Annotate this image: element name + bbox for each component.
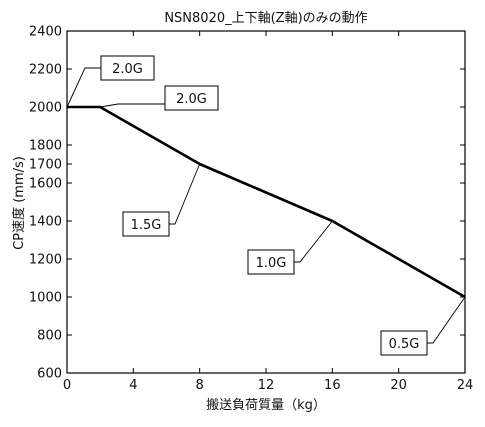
annotation-label: 1.0G [256, 256, 287, 271]
annotation-label: 2.0G [176, 92, 207, 107]
annotation-box [380, 330, 428, 356]
y-tick-label: 2000 [29, 101, 62, 116]
x-tick-label: 16 [324, 378, 341, 393]
y-tick-label: 2400 [29, 25, 62, 40]
y-tick-label: 1200 [29, 253, 62, 268]
annotation-label: 1.5G [131, 218, 162, 233]
y-tick-label: 1400 [29, 215, 62, 230]
y-tick-label: 2200 [29, 63, 62, 78]
x-tick-label: 0 [63, 378, 71, 393]
annotation-box [164, 85, 219, 111]
y-tick-label: 800 [37, 329, 62, 344]
annotation-leader [294, 220, 333, 263]
x-tick-label: 20 [390, 378, 407, 393]
y-tick-label: 1600 [29, 177, 62, 192]
y-axis-title: CP速度 (mm/s) [11, 156, 27, 250]
x-tick-label: 4 [129, 378, 137, 393]
series-line [67, 105, 466, 299]
chart-title: NSN8020_上下軸(Z軸)のみの動作 [164, 11, 367, 26]
annotation-box [122, 211, 170, 237]
x-axis-title: 搬送負荷質量（kg） [206, 398, 326, 413]
y-tick-label: 1700 [29, 158, 62, 173]
annotation-leader [169, 163, 201, 225]
x-tick-label: 12 [258, 378, 275, 393]
annotation-leader [427, 296, 466, 344]
y-tick-label: 1800 [29, 139, 62, 154]
x-tick-label: 8 [196, 378, 204, 393]
x-tick-label: 24 [457, 378, 474, 393]
annotation-leader [100, 103, 165, 108]
annotation-box [100, 55, 155, 81]
y-tick-label: 1000 [29, 291, 62, 306]
annotation-label: 0.5G [389, 337, 420, 352]
y-tick-label: 600 [37, 367, 62, 382]
plot-area [66, 30, 466, 374]
annotation-leader [66, 67, 101, 108]
annotation-label: 2.0G [112, 62, 143, 77]
annotation-box [247, 249, 295, 275]
